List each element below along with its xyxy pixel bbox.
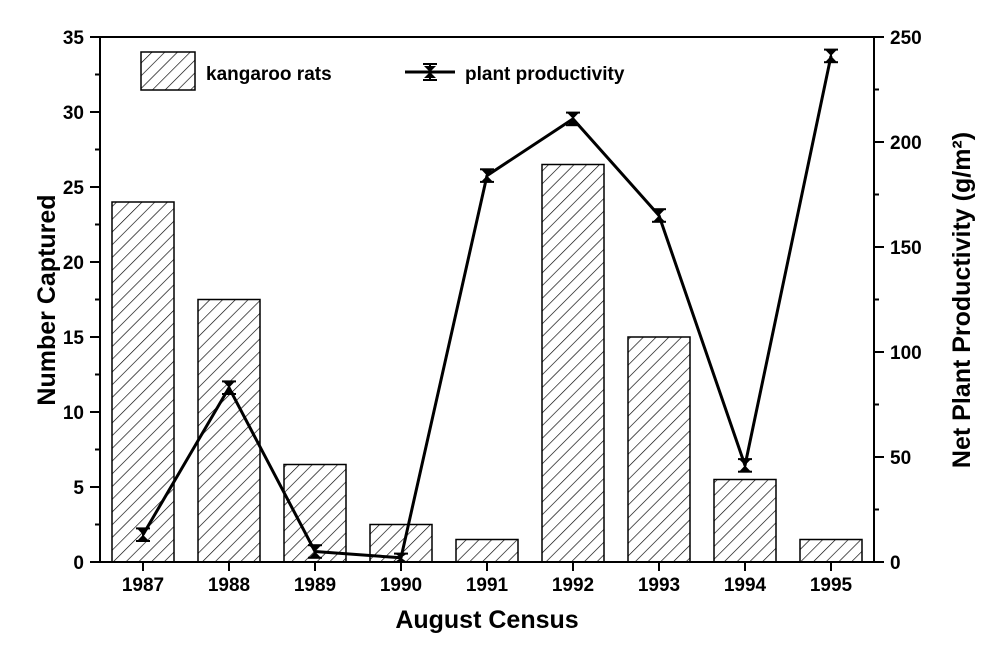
- left-tick-label: 15: [63, 328, 85, 349]
- productivity-point-1991: [480, 168, 494, 183]
- right-tick-label: 100: [890, 343, 922, 364]
- point-marker: [739, 459, 751, 472]
- left-tick-label: 35: [63, 28, 85, 49]
- bar-1987: [111, 201, 175, 563]
- left-tick-label: 25: [63, 178, 85, 199]
- legend-swatch-plant-productivity: [405, 63, 455, 81]
- point-marker: [137, 528, 149, 541]
- bar-series-kangaroo-rats: [111, 163, 863, 563]
- bar-1995: [799, 538, 863, 563]
- right-tick-label: 200: [890, 133, 922, 154]
- productivity-point-1993: [652, 208, 666, 223]
- legend-label-plant-productivity: plant productivity: [465, 64, 625, 85]
- x-axis-title: August Census: [395, 606, 578, 634]
- point-marker: [223, 381, 235, 394]
- x-tick-label: 1987: [122, 575, 164, 596]
- point-marker: [309, 545, 321, 558]
- legend-label-kangaroo-rats: kangaroo rats: [206, 64, 332, 85]
- legend: kangaroo rats plant productivity: [140, 51, 625, 91]
- point-marker: [825, 49, 837, 63]
- left-axis-title: Number Captured: [33, 194, 61, 405]
- bar-1993: [627, 336, 691, 563]
- bar-1991: [455, 538, 519, 563]
- x-tick-label: 1993: [638, 575, 680, 596]
- line-series-plant-productivity: [136, 48, 838, 563]
- legend-swatch-kangaroo-rats: [140, 51, 196, 91]
- point-marker: [481, 169, 493, 182]
- bar-1988: [197, 298, 261, 563]
- x-axis-ticks: 1987 1988 1989 1990 1991 1992 1993 1994 1995: [122, 562, 853, 596]
- x-tick-label: 1990: [380, 575, 422, 596]
- left-tick-label: 10: [63, 403, 84, 424]
- point-marker: [567, 112, 579, 126]
- right-axis-ticks: 0 50 100 150 200 250: [874, 28, 922, 574]
- x-tick-label: 1992: [552, 575, 594, 596]
- productivity-point-1992: [566, 111, 580, 127]
- point-marker: [395, 553, 407, 562]
- left-axis-ticks: 0 5 10 15 20 25 30 35: [63, 28, 100, 574]
- point-marker: [653, 209, 665, 222]
- productivity-point-1994: [738, 458, 752, 473]
- right-tick-label: 250: [890, 28, 922, 49]
- x-tick-label: 1995: [810, 575, 853, 596]
- right-axis-title: Net Plant Productivity (g/m²): [948, 132, 976, 468]
- x-tick-label: 1988: [208, 575, 250, 596]
- left-tick-label: 20: [63, 253, 84, 274]
- productivity-point-1989: [308, 544, 322, 559]
- productivity-point-1988: [222, 380, 236, 395]
- productivity-point-1995: [824, 48, 838, 64]
- bar-1994: [713, 478, 777, 563]
- right-tick-label: 50: [890, 448, 911, 469]
- left-tick-label: 0: [73, 553, 84, 574]
- x-tick-label: 1991: [466, 575, 509, 596]
- right-tick-label: 0: [890, 553, 901, 574]
- x-tick-label: 1994: [724, 575, 767, 596]
- productivity-point-1987: [136, 527, 150, 542]
- bar-1992: [541, 163, 605, 563]
- x-tick-label: 1989: [294, 575, 336, 596]
- right-tick-label: 150: [890, 238, 922, 259]
- left-tick-label: 5: [73, 478, 84, 499]
- left-tick-label: 30: [63, 103, 84, 124]
